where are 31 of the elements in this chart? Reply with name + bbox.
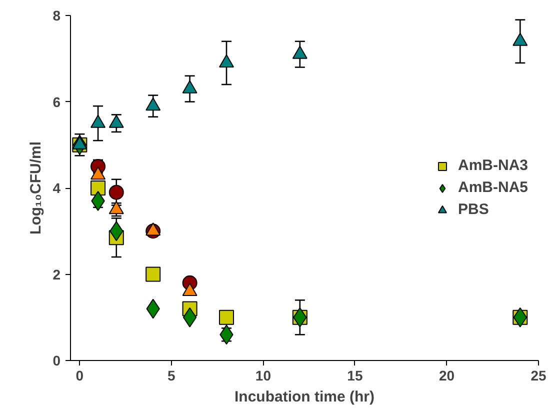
point xyxy=(108,184,124,200)
x-tick-label: 15 xyxy=(347,368,363,384)
point xyxy=(219,310,234,325)
y-tick-label: 2 xyxy=(52,266,61,282)
y-tick-label: 4 xyxy=(52,180,61,196)
x-axis-title: Incubation time (hr) xyxy=(234,388,374,406)
point xyxy=(182,307,197,328)
point xyxy=(90,180,106,196)
point xyxy=(219,54,234,68)
y-tick-label: 8 xyxy=(52,8,61,24)
x-tick-label: 10 xyxy=(255,368,272,384)
x-tick-label: 20 xyxy=(438,368,455,384)
y-tick-label: 0 xyxy=(52,352,61,368)
point xyxy=(90,114,106,128)
point xyxy=(146,97,161,111)
point xyxy=(108,114,124,128)
point xyxy=(512,32,528,46)
y-axis-title: Log₁₀CFU/ml xyxy=(28,142,45,234)
point xyxy=(90,166,106,180)
point xyxy=(182,80,198,94)
point xyxy=(146,266,161,282)
legend-label: AmB-NA5 xyxy=(458,179,528,196)
legend-label: AmB-NA3 xyxy=(458,157,528,174)
legend-label: PBS xyxy=(458,201,489,218)
y-tick-label: 6 xyxy=(52,94,61,110)
point xyxy=(146,222,161,236)
x-tick-label: 0 xyxy=(76,368,84,384)
point xyxy=(292,46,308,59)
point xyxy=(72,136,88,150)
x-tick-label: 5 xyxy=(168,368,176,384)
x-tick-label: 25 xyxy=(530,368,546,384)
